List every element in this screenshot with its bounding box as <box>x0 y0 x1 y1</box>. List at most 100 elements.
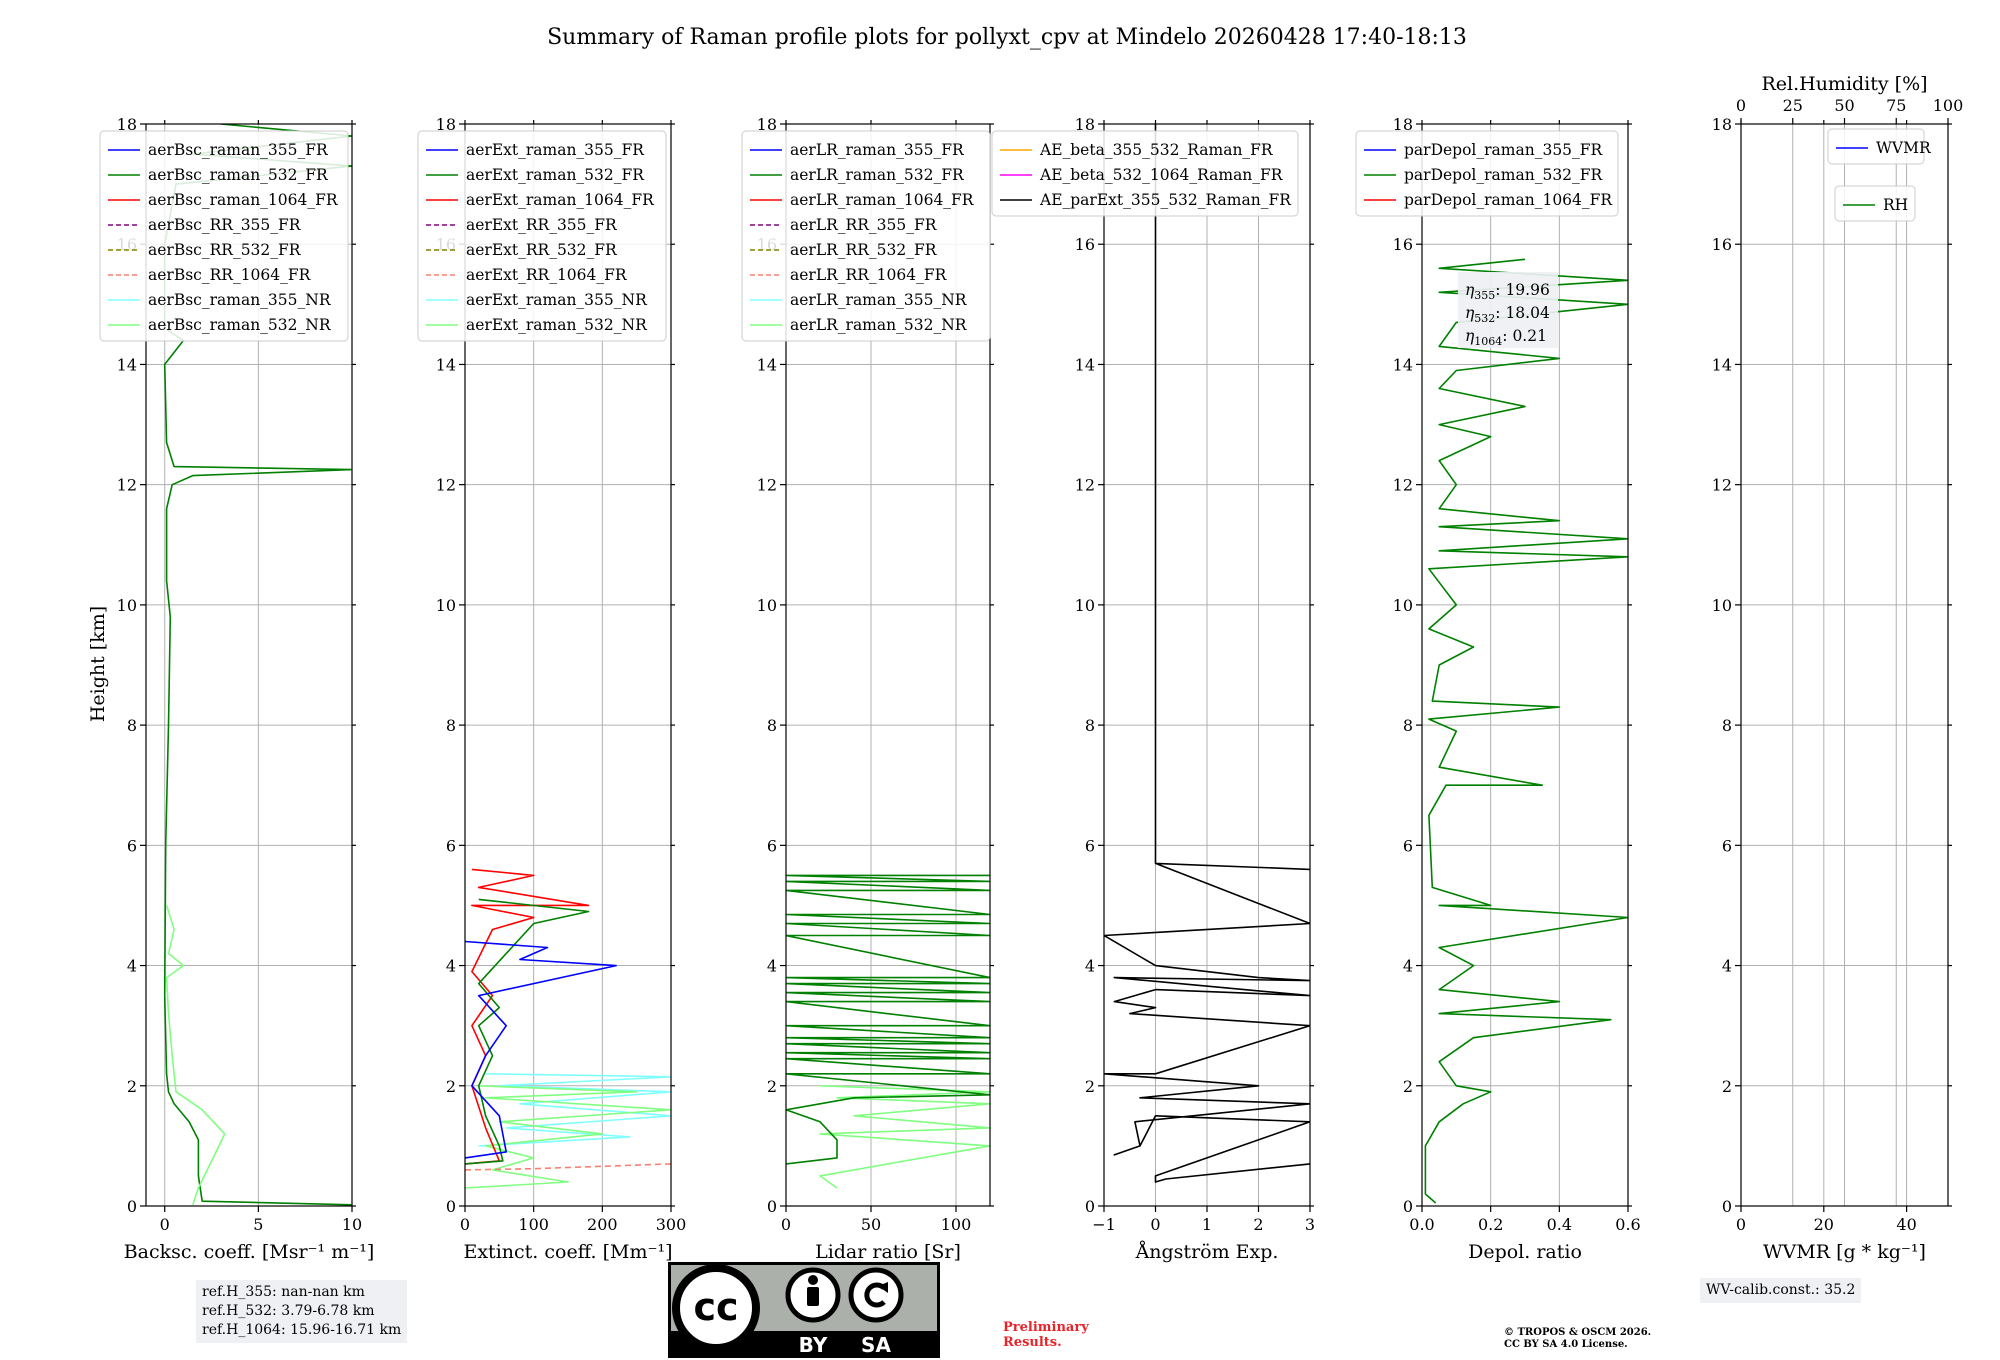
y-tick-label: 14 <box>757 355 777 374</box>
x2-tick-label: 0 <box>1736 96 1746 115</box>
series-line-aerExt_RR_1064_FR <box>465 1163 671 1171</box>
legend-label: aerBsc_RR_532_FR <box>148 241 302 259</box>
axes-frame <box>464 123 672 1207</box>
y-tick-label: 10 <box>436 596 456 615</box>
y-tick-label: 10 <box>1075 596 1095 615</box>
panel-depol: 0 2 4 6 8 10 12 14 16 18 0.0 0.2 0.4 0.6 Depol. ratio p… <box>1355 115 1641 1263</box>
x-tick-label: 0.0 <box>1409 1215 1434 1234</box>
y-tick-label: 6 <box>1085 836 1095 855</box>
series-line-aerBsc_raman_532_NR <box>165 905 226 1206</box>
x-tick-label: 40 <box>1896 1215 1916 1234</box>
axes-frame <box>1421 123 1629 1207</box>
legend-frame <box>1827 128 1925 165</box>
x-tick-label: 100 <box>518 1215 549 1234</box>
y-tick-label: 2 <box>1085 1077 1095 1096</box>
y-tick-label: 2 <box>1403 1077 1413 1096</box>
series-line-aerLR_raman_532_NR <box>819 1085 990 1189</box>
y-tick-label: 12 <box>117 476 137 495</box>
panel-lr: 024681012141618050100Lidar ratio [Sr]aer… <box>741 115 994 1263</box>
y-tick-label: 6 <box>1722 836 1732 855</box>
y-tick-label: 6 <box>127 836 137 855</box>
annotation-line: η532: 18.04 <box>1465 304 1550 325</box>
y-tick-label: 18 <box>1712 115 1732 134</box>
x-tick-label: 0.6 <box>1615 1215 1640 1234</box>
x2-axis-label: Rel.Humidity [%] <box>1761 73 1927 95</box>
y-tick-label: 4 <box>767 957 777 976</box>
y-tick-label: 6 <box>446 836 456 855</box>
x-tick-label: 1 <box>1202 1215 1212 1234</box>
legend-label: aerExt_raman_355_NR <box>466 291 648 309</box>
series-group <box>1424 258 1628 1204</box>
y-tick-label: 0 <box>446 1197 456 1216</box>
series-line-AE_parExt_355_532_Raman_FR <box>1104 124 1310 1183</box>
y-tick-label: 14 <box>436 355 456 374</box>
legend-label: aerExt_raman_532_NR <box>466 316 648 334</box>
y-tick-label: 18 <box>436 115 456 134</box>
sa-label: SA <box>861 1333 891 1357</box>
legend: aerBsc_raman_355_FR aerBsc_raman_532_FRae… <box>99 130 349 342</box>
x-tick-label: −1 <box>1092 1215 1116 1234</box>
legend-wvmr: WVMR <box>1827 128 1932 165</box>
y-tick-label: 8 <box>1722 716 1732 735</box>
x-tick-label: 0.2 <box>1478 1215 1503 1234</box>
legend-label: AE_parExt_355_532_Raman_FR <box>1039 191 1292 209</box>
annotation-box <box>1458 272 1558 348</box>
y-tick-label: 10 <box>117 596 137 615</box>
legend-label: parDepol_raman_1064_FR <box>1404 191 1613 209</box>
preliminary-line-1: Preliminary <box>1003 1320 1089 1335</box>
y-tick-label: 4 <box>1722 957 1732 976</box>
x-tick-label: 0 <box>1736 1215 1746 1234</box>
series-group <box>1104 124 1310 1183</box>
y-tick-label: 18 <box>1075 115 1095 134</box>
series-line-aerExt_raman_532_NR <box>465 1085 671 1189</box>
legend-label: aerBsc_raman_355_FR <box>148 141 329 159</box>
x-tick-label: 0.4 <box>1547 1215 1572 1234</box>
y-tick-label: 16 <box>1075 235 1095 254</box>
series-line-aerExt_raman_532_FR <box>465 898 590 1165</box>
y-tick-label: 6 <box>1403 836 1413 855</box>
legend-label: aerLR_RR_355_FR <box>790 216 938 234</box>
panel-ext: 0246810121416180100200300Extinct. coeff.… <box>417 115 686 1263</box>
y-tick-label: 0 <box>767 1197 777 1216</box>
ref-heights-box: ref.H_355: nan-nan km ref.H_532: 3.79-6.… <box>196 1280 408 1343</box>
annotation-line: η355: 19.96 <box>1465 281 1550 302</box>
y-tick-label: 14 <box>117 355 137 374</box>
cc-logo-icon <box>672 1264 760 1352</box>
legend-label: aerExt_RR_1064_FR <box>466 266 628 284</box>
legend-label: aerExt_RR_532_FR <box>466 241 618 259</box>
legend-label: aerExt_RR_355_FR <box>466 216 618 234</box>
ref-height-1064: ref.H_1064: 15.96-16.71 km <box>202 1322 402 1338</box>
share-alike-icon <box>848 1267 904 1323</box>
y-tick-label: 0 <box>1403 1197 1413 1216</box>
legend-label: aerExt_raman_1064_FR <box>466 191 655 209</box>
x2-tick-label: 75 <box>1886 96 1906 115</box>
series-line-aerExt_raman_355_FR <box>465 940 617 1159</box>
y-tick-label: 4 <box>127 957 137 976</box>
legend-label: RH <box>1883 196 1908 214</box>
y-tick-label: 8 <box>1085 716 1095 735</box>
legend-frame <box>99 130 349 342</box>
x-tick-label: 50 <box>861 1215 881 1234</box>
legend-label: aerLR_RR_1064_FR <box>790 266 948 284</box>
legend-label: aerExt_raman_532_FR <box>466 166 645 184</box>
x-axis-label: Depol. ratio <box>1468 1241 1582 1263</box>
x-tick-label: 200 <box>587 1215 618 1234</box>
figure-title: Summary of Raman profile plots for polly… <box>547 25 1467 50</box>
series-group <box>786 874 990 1189</box>
y-tick-label: 0 <box>127 1197 137 1216</box>
x2-tick-label: 25 <box>1783 96 1803 115</box>
cc-license-badge: cc BY SA <box>668 1262 940 1358</box>
x-tick-label: 0 <box>460 1215 470 1234</box>
y-tick-label: 8 <box>1403 716 1413 735</box>
legend-frame <box>741 130 991 342</box>
y-axis-label: Height [km] <box>87 606 109 722</box>
y-tick-label: 4 <box>446 957 456 976</box>
legend-label: aerLR_raman_532_NR <box>790 316 968 334</box>
y-tick-label: 4 <box>1085 957 1095 976</box>
legend-label: aerLR_RR_532_FR <box>790 241 938 259</box>
y-tick-label: 4 <box>1403 957 1413 976</box>
axes-frame <box>145 123 353 1207</box>
x-tick-label: 5 <box>253 1215 263 1234</box>
legend-label: parDepol_raman_355_FR <box>1404 141 1604 159</box>
series-line-aerExt_raman_1064_FR <box>465 868 590 1165</box>
